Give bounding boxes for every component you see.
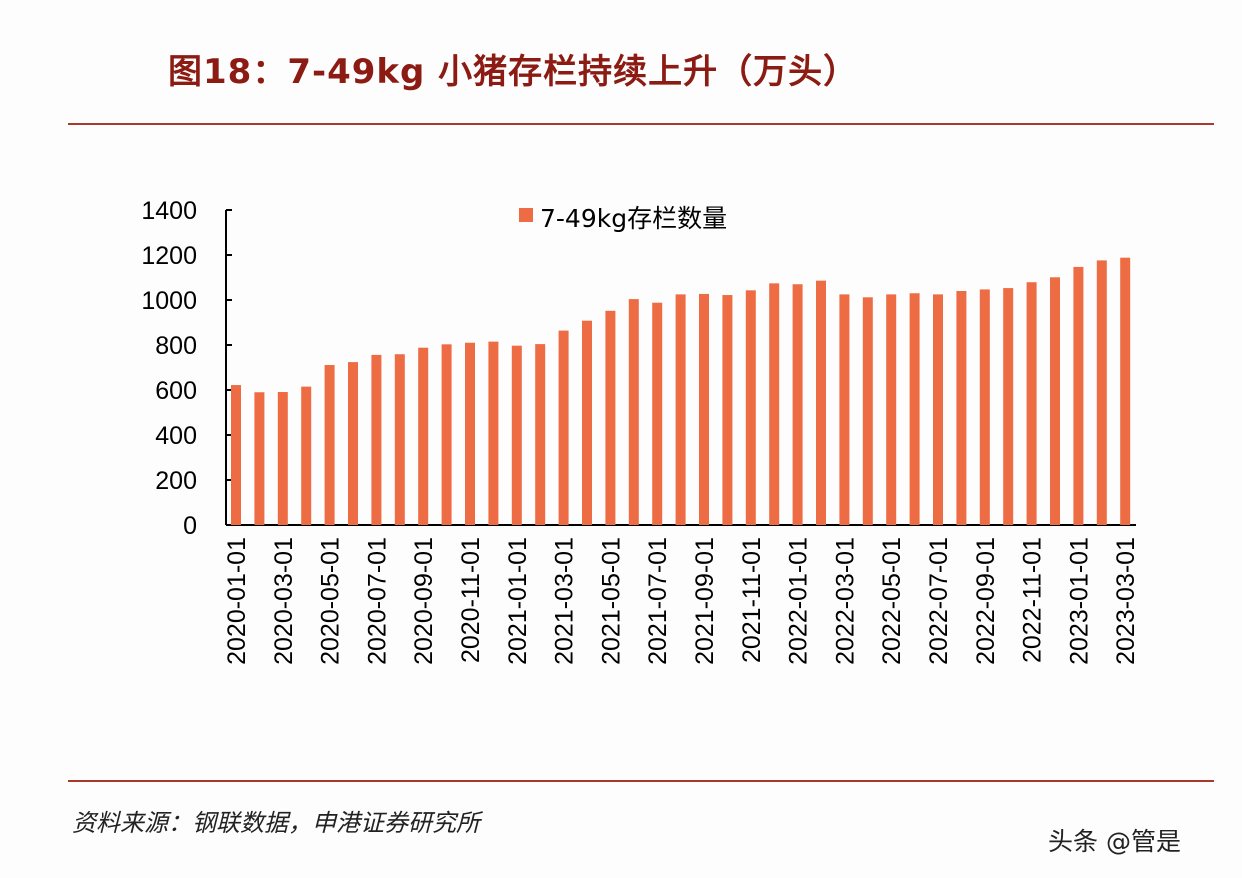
y-tick-label: 0 — [183, 512, 197, 540]
bar — [1096, 260, 1107, 525]
x-tick-label: 2021-11-01 — [738, 537, 766, 663]
x-tick-label: 2021-01-01 — [504, 537, 532, 665]
bar — [1120, 257, 1131, 525]
bar — [511, 345, 522, 525]
y-tick-label: 1400 — [141, 197, 197, 225]
x-tick-label: 2021-07-01 — [644, 537, 672, 665]
bar — [558, 330, 569, 525]
bar — [745, 290, 756, 525]
bar — [956, 291, 967, 525]
bar — [277, 392, 288, 525]
bar — [839, 294, 850, 525]
x-tick-label: 2021-09-01 — [691, 537, 719, 665]
bar — [722, 295, 733, 525]
bar — [254, 392, 265, 525]
bar — [933, 294, 943, 525]
y-tick-label: 1200 — [141, 242, 197, 270]
x-tick-label: 2023-01-01 — [1065, 537, 1093, 665]
legend-label: 7-49kg存栏数量 — [540, 204, 727, 233]
watermark: 头条 @管是 — [1048, 827, 1181, 856]
x-tick-label: 2022-03-01 — [831, 537, 859, 665]
chart-title: 图18：7-49kg 小猪存栏持续上升（万头） — [168, 52, 859, 92]
bar — [909, 293, 920, 525]
bar — [886, 294, 897, 525]
x-tick-label: 2020-11-01 — [457, 537, 485, 663]
y-tick-label: 400 — [155, 422, 197, 450]
legend-swatch — [519, 208, 533, 222]
bar — [1073, 266, 1084, 525]
bar — [769, 283, 780, 525]
bar — [465, 342, 475, 525]
bar — [348, 362, 358, 525]
x-tick-label: 2022-11-01 — [1019, 537, 1047, 663]
source-note: 资料来源：钢联数据，申港证券研究所 — [72, 809, 480, 837]
bar — [371, 354, 382, 525]
x-tick-label: 2020-05-01 — [317, 537, 345, 665]
bar — [418, 347, 429, 525]
x-tick-label: 2022-01-01 — [785, 537, 813, 665]
x-tick-label: 2021-03-01 — [551, 537, 579, 665]
bar — [816, 280, 826, 525]
bottom-divider — [68, 780, 1214, 782]
bar — [862, 297, 873, 525]
bar — [699, 293, 709, 525]
bar — [1050, 277, 1060, 525]
bar — [675, 294, 686, 525]
x-tick-label: 2020-07-01 — [363, 537, 391, 665]
y-tick-label: 1000 — [141, 287, 197, 315]
x-tick-label: 2020-03-01 — [270, 537, 298, 665]
bar — [628, 299, 639, 525]
bar — [231, 385, 241, 525]
bar — [979, 289, 990, 525]
bar — [792, 284, 803, 525]
bar — [652, 302, 663, 525]
bar — [535, 344, 546, 525]
x-tick-label: 2022-07-01 — [925, 537, 953, 665]
x-tick-label: 2020-09-01 — [410, 537, 438, 665]
x-tick-label: 2021-05-01 — [597, 537, 625, 665]
bar — [1026, 282, 1037, 525]
top-divider — [68, 123, 1214, 125]
bar — [605, 310, 616, 525]
y-tick-label: 800 — [155, 332, 197, 360]
y-tick-label: 600 — [155, 377, 197, 405]
bar — [582, 320, 592, 525]
bar — [394, 354, 405, 525]
x-tick-label: 2020-01-01 — [223, 537, 251, 665]
x-tick-label: 2023-03-01 — [1112, 537, 1140, 665]
bar — [488, 341, 499, 525]
x-tick-label: 2022-05-01 — [878, 537, 906, 665]
x-tick-label: 2022-09-01 — [972, 537, 1000, 665]
bar — [324, 365, 335, 525]
y-tick-label: 200 — [155, 467, 197, 495]
bar — [441, 344, 452, 525]
bar — [301, 386, 312, 525]
bar — [1003, 288, 1014, 525]
